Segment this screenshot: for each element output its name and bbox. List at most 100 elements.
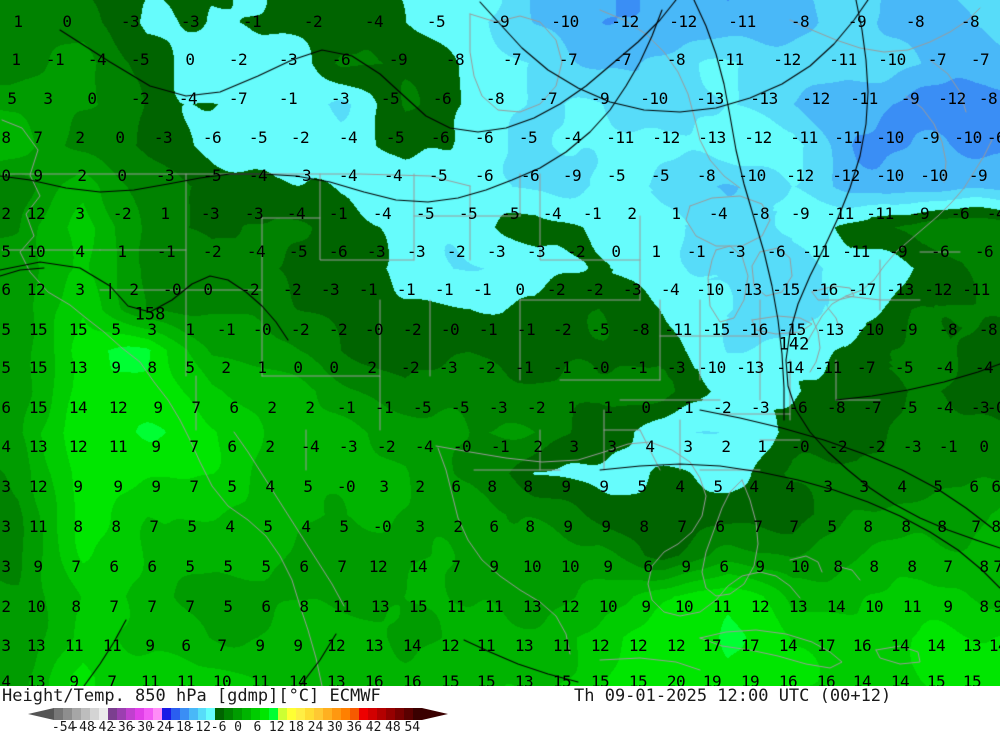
colorbar-tick-labels: -54 -48 -42 -36 -30 -24 -18 -12 -6 0 6 12 18 24 30 36 42… — [28, 721, 448, 735]
grid-temperature-value: 4 — [265, 477, 275, 496]
grid-temperature-value: 1 — [185, 320, 195, 339]
grid-temperature-value: 14 — [926, 636, 946, 655]
grid-temperature-value: 7 — [993, 557, 1000, 576]
grid-temperature-value: -11 — [814, 358, 842, 377]
grid-temperature-value: -5 — [415, 204, 435, 223]
grid-temperature-value: -10 — [696, 280, 724, 299]
colorbar-segment — [233, 708, 243, 720]
grid-temperature-value: -6 — [766, 242, 786, 261]
grid-temperature-value: 8 — [869, 557, 879, 576]
grid-temperature-value: 2 — [367, 358, 377, 377]
grid-temperature-value: -11 — [826, 204, 854, 223]
grid-temperature-value: -4 — [246, 242, 266, 261]
grid-temperature-value: 14 — [68, 398, 88, 417]
grid-temperature-value: | — [105, 280, 115, 299]
grid-temperature-value: 5 — [713, 477, 723, 496]
colorbar-segment — [403, 708, 413, 720]
grid-temperature-value: 15 — [962, 672, 982, 687]
grid-temperature-value: -5 — [450, 398, 470, 417]
grid-temperature-value: -3 — [320, 280, 340, 299]
grid-temperature-value: 7 — [337, 557, 347, 576]
colorbar-segment — [62, 708, 72, 720]
grid-temperature-value: -2 — [402, 320, 422, 339]
grid-temperature-value: 5 — [933, 477, 943, 496]
coastlines-and-contours-canvas — [0, 0, 1000, 686]
grid-temperature-value: 12 — [326, 636, 346, 655]
grid-temperature-value: -6 — [331, 50, 351, 69]
grid-temperature-value: -0 — [162, 280, 182, 299]
grid-temperature-value: 12 — [26, 280, 46, 299]
grid-temperature-value: 0 — [203, 280, 213, 299]
grid-temperature-value: -8 — [978, 89, 998, 108]
colorbar-segment — [269, 708, 279, 720]
colorbar-segment — [107, 708, 117, 720]
grid-temperature-value: -11 — [850, 89, 878, 108]
grid-temperature-value: -2 — [290, 128, 310, 147]
grid-temperature-value: -1 — [374, 398, 394, 417]
colorbar-segment — [152, 708, 162, 720]
grid-temperature-value: -3 — [902, 437, 922, 456]
grid-temperature-value: -2 — [130, 89, 150, 108]
colorbar-segment — [314, 708, 324, 720]
grid-temperature-value: -7 — [927, 50, 947, 69]
grid-temperature-value: 6 — [719, 557, 729, 576]
grid-temperature-value: 20 — [666, 672, 686, 687]
grid-temperature-value: 7 — [71, 557, 81, 576]
grid-temperature-value: -7 — [856, 358, 876, 377]
grid-temperature-value: 9 — [113, 477, 123, 496]
grid-temperature-value: -1 — [434, 280, 454, 299]
grid-temperature-value: 9 — [255, 636, 265, 655]
grid-temperature-value: 16 — [778, 672, 798, 687]
grid-temperature-value: -2 — [290, 320, 310, 339]
grid-temperature-value: 8 — [863, 517, 873, 536]
grid-temperature-value: 9 — [145, 636, 155, 655]
grid-temperature-value: 15 — [408, 597, 428, 616]
colorbar-segment — [125, 708, 135, 720]
grid-temperature-value: 10 — [522, 557, 542, 576]
grid-temperature-value: -5 — [894, 358, 914, 377]
grid-temperature-value: -8 — [826, 398, 846, 417]
colorbar-tick-label: -6 — [210, 720, 227, 735]
grid-temperature-value: 11 — [250, 672, 270, 687]
colorbar-segment — [206, 708, 216, 720]
colorbar-legend: -54 -48 -42 -36 -30 -24 -18 -12 -6 0 6 12 18 24 30 36 42… — [28, 708, 448, 735]
grid-temperature-value: 10 — [560, 557, 580, 576]
grid-temperature-value: 2 — [265, 437, 275, 456]
grid-temperature-value: -1 — [358, 280, 378, 299]
grid-temperature-value: -12 — [773, 50, 801, 69]
grid-temperature-value: 8 — [525, 517, 535, 536]
colorbar-tick-label: 0 — [234, 720, 242, 735]
colorbar-segment — [296, 708, 306, 720]
grid-temperature-value: 14 — [408, 557, 428, 576]
grid-temperature-value: 9 — [603, 557, 613, 576]
colorbar-segment — [260, 708, 270, 720]
grid-temperature-value: 14 — [890, 636, 910, 655]
grid-temperature-value: 1 — [257, 358, 267, 377]
map-viewport[interactable]: 1 0 -3 -3 -1 -2 -4 -5 -9 -10 -12 -12 -11 -8 -9 -8 -8 1 -1-… — [0, 0, 1000, 686]
colorbar-segment — [367, 708, 377, 720]
grid-temperature-value: -4 — [372, 204, 392, 223]
grid-temperature-value: -11 — [866, 204, 894, 223]
grid-temperature-value: -1 — [552, 358, 572, 377]
colorbar-segment — [89, 708, 99, 720]
grid-temperature-value: -0 — [364, 320, 384, 339]
colorbar-segment — [134, 708, 144, 720]
grid-temperature-value: -4 — [383, 166, 403, 185]
grid-temperature-value: 6 — [299, 557, 309, 576]
grid-temperature-value: -1 — [472, 280, 492, 299]
colorbar-segment — [242, 708, 252, 720]
grid-temperature-value: -10 — [876, 166, 904, 185]
grid-temperature-value: -4 — [934, 398, 954, 417]
grid-temperature-value: 1 — [603, 398, 613, 417]
grid-temperature-value: -5 — [380, 89, 400, 108]
grid-temperature-value: 13 — [68, 358, 88, 377]
grid-temperature-value: -12 — [802, 89, 830, 108]
grid-temperature-value: -9 — [920, 128, 940, 147]
grid-temperature-value: -8 — [696, 166, 716, 185]
grid-temperature-value: 7 — [451, 557, 461, 576]
grid-temperature-value: 9 — [151, 477, 161, 496]
product-title: Height/Temp. 850 hPa [gdmp][°C] ECMWF — [2, 686, 381, 706]
grid-temperature-value: 7 — [943, 557, 953, 576]
grid-temperature-value: 5 — [111, 320, 121, 339]
